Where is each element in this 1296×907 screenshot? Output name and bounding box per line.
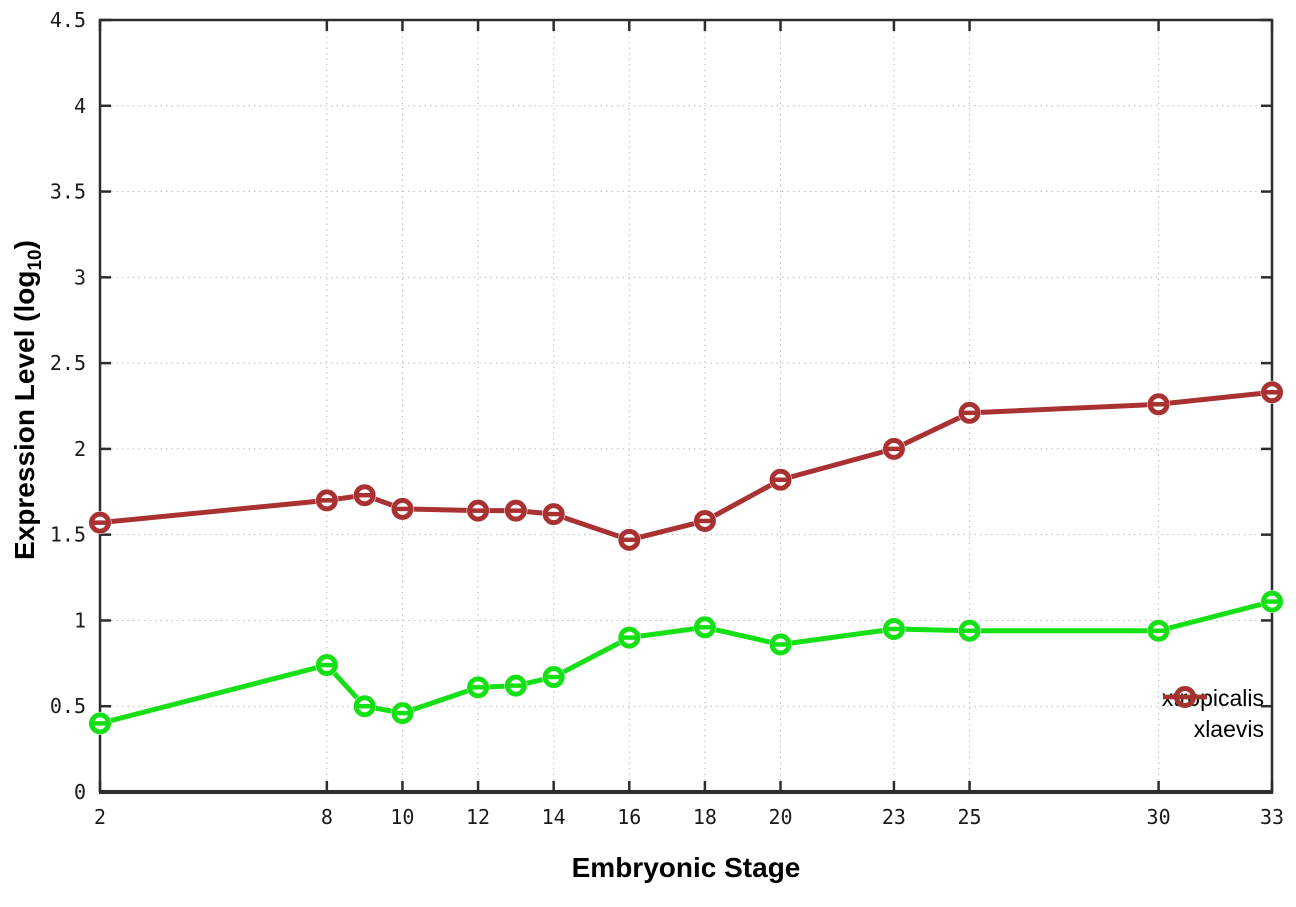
- y-tick-label: 2.5: [50, 351, 86, 375]
- data-point: [769, 632, 793, 656]
- series-line-xtropicalis: [97, 599, 1275, 726]
- data-point: [882, 617, 906, 641]
- data-point: [504, 499, 528, 523]
- data-point: [617, 528, 641, 552]
- marker-ring: [89, 511, 111, 534]
- data-point: [88, 711, 112, 735]
- marker-ring: [1147, 619, 1170, 642]
- data-point: [958, 619, 982, 643]
- data-point: [504, 674, 528, 698]
- series-xtropicalis: [88, 590, 1284, 735]
- y-tick-label: 4: [74, 94, 86, 118]
- x-tick-label: 10: [390, 805, 414, 829]
- data-point: [958, 401, 982, 425]
- data-point: [1147, 392, 1171, 416]
- data-point: [353, 483, 377, 507]
- data-point: [1260, 590, 1284, 614]
- marker-ring: [769, 633, 792, 656]
- series-xlaevis: [88, 380, 1284, 552]
- y-tick-label: 0: [74, 780, 86, 804]
- y-tick-label: 3: [74, 265, 86, 289]
- data-point: [315, 653, 339, 677]
- marker-ring: [693, 616, 716, 639]
- data-point: [1147, 619, 1171, 643]
- marker-ring: [467, 676, 490, 699]
- marker-ring: [1147, 393, 1170, 416]
- y-tick-label: 4.5: [50, 8, 86, 32]
- marker-ring: [542, 503, 565, 526]
- x-tick-label: 23: [882, 805, 906, 829]
- data-point: [390, 701, 414, 725]
- x-tick-label: 25: [958, 805, 982, 829]
- marker-ring: [467, 499, 490, 522]
- marker-ring: [882, 618, 905, 641]
- y-tick-label: 0.5: [50, 694, 86, 718]
- data-point: [315, 488, 339, 512]
- data-point: [390, 497, 414, 521]
- marker-ring: [89, 712, 111, 735]
- marker-ring: [618, 528, 641, 551]
- legend-marker-xlaevis: [1162, 686, 1207, 708]
- legend-label-xlaevis: xlaevis: [1193, 716, 1264, 742]
- x-tick-label: 20: [768, 805, 792, 829]
- y-axis-title-text: Expression Level (log: [9, 270, 41, 560]
- marker-ring: [618, 626, 641, 649]
- data-point: [1260, 380, 1284, 404]
- marker-ring: [958, 401, 981, 424]
- x-axis-title: Embryonic Stage: [571, 852, 801, 883]
- data-point: [88, 511, 112, 535]
- y-tick-label: 1.5: [50, 523, 86, 547]
- series-line-xlaevis: [97, 389, 1275, 543]
- data-point: [693, 509, 717, 533]
- x-tick-label: 2: [94, 805, 106, 829]
- marker-ring: [1261, 381, 1283, 404]
- data-point: [466, 499, 490, 523]
- x-tick-label: 33: [1260, 805, 1284, 829]
- data-point: [466, 675, 490, 699]
- y-axis-title-subscript: 10: [24, 249, 46, 271]
- data-point: [542, 665, 566, 689]
- legend: xtropicalis xlaevis: [1162, 684, 1264, 744]
- x-tick-label: 18: [693, 805, 717, 829]
- x-tick-label: 16: [617, 805, 641, 829]
- legend-item-xlaevis: xlaevis: [1162, 686, 1264, 744]
- marker-ring: [315, 654, 338, 677]
- marker-ring: [1261, 590, 1283, 613]
- marker-ring: [958, 619, 981, 642]
- data-point: [353, 694, 377, 718]
- data-point: [769, 468, 793, 492]
- x-tick-label: 30: [1147, 805, 1171, 829]
- marker-ring: [391, 702, 414, 725]
- y-axis-title-close: ): [9, 240, 41, 250]
- y-tick-label: 2: [74, 437, 86, 461]
- marker-ring: [353, 484, 376, 507]
- y-tick-label: 1: [74, 608, 86, 632]
- marker-ring: [391, 497, 414, 520]
- y-tick-label: 3.5: [50, 180, 86, 204]
- marker-ring: [769, 468, 792, 491]
- x-tick-label: 12: [466, 805, 490, 829]
- marker-ring: [504, 499, 527, 522]
- x-tick-label: 14: [542, 805, 566, 829]
- data-point: [882, 437, 906, 461]
- x-tick-label: 8: [321, 805, 333, 829]
- data-point: [617, 626, 641, 650]
- marker-ring: [353, 695, 376, 718]
- marker-ring: [882, 437, 905, 460]
- data-point: [693, 615, 717, 639]
- legend-sample-ring: [1173, 686, 1196, 708]
- marker-ring: [693, 509, 716, 532]
- marker-ring: [542, 666, 565, 689]
- marker-ring: [504, 674, 527, 697]
- marker-ring: [315, 489, 338, 512]
- y-axis-title: Expression Level (log10): [9, 240, 47, 560]
- data-point: [542, 502, 566, 526]
